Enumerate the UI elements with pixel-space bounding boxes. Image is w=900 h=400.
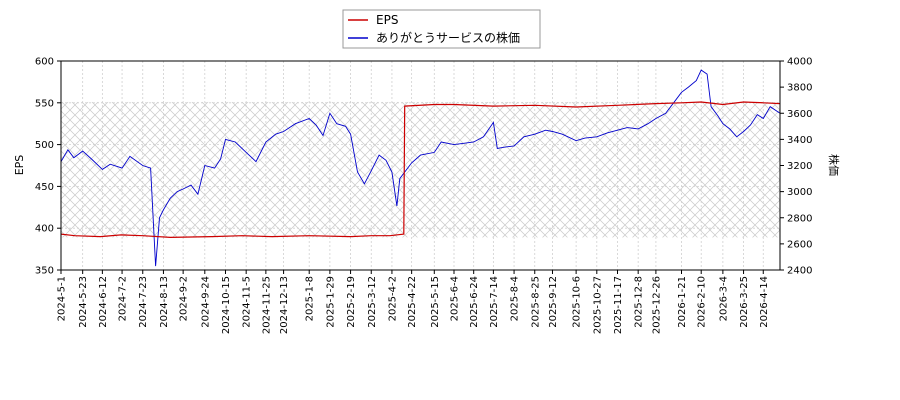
legend-label-price: ありがとうサービスの株価 — [376, 30, 520, 45]
y-tick-label-left: 600 — [35, 57, 54, 68]
y-axis-title-right: 株価 — [827, 154, 841, 176]
x-tick-label: 2025-9-12 — [548, 276, 559, 328]
y-tick-label-left: 400 — [35, 224, 54, 235]
x-tick-label: 2026-4-14 — [759, 276, 770, 328]
x-tick-label: 2025-1-29 — [325, 276, 336, 328]
x-tick-label: 2025-6-4 — [449, 276, 460, 321]
x-tick-label: 2024-11-25 — [261, 276, 272, 334]
legend-label-eps: EPS — [376, 13, 398, 27]
x-tick-label: 2025-8-4 — [510, 276, 521, 321]
eps-range-band — [61, 101, 780, 238]
y-tick-label-right: 4000 — [787, 57, 812, 68]
y-tick-label-left: 350 — [35, 266, 54, 277]
y-tick-label-right: 2400 — [787, 266, 812, 277]
y-tick-label-left: 550 — [35, 98, 54, 109]
x-tick-label: 2025-12-26 — [651, 276, 662, 334]
x-tick-label: 2026-3-25 — [739, 276, 750, 328]
x-tick-label: 2024-9-24 — [200, 276, 211, 328]
y-axis-title-left: EPS — [13, 155, 26, 176]
x-tick-label: 2024-8-13 — [159, 276, 170, 328]
y-tick-label-left: 450 — [35, 182, 54, 193]
x-tick-label: 2024-6-12 — [98, 276, 109, 328]
x-tick-label: 2024-5-23 — [78, 276, 89, 328]
y-tick-label-right: 3600 — [787, 109, 812, 120]
y-tick-label-right: 3400 — [787, 135, 812, 146]
x-tick-label: 2024-7-23 — [138, 276, 149, 328]
x-tick-label: 2025-6-24 — [469, 276, 480, 328]
x-tick-label: 2025-11-17 — [613, 276, 624, 334]
axes: 350 400 450 500 550 600 2400 2600 2800 3000 3200 34… — [35, 57, 813, 335]
x-tick-label: 2024-9-2 — [179, 276, 190, 321]
series-line-eps — [60, 101, 781, 239]
x-tick-label: 2025-10-6 — [572, 276, 583, 328]
legend: EPS ありがとうサービスの株価 — [342, 9, 541, 49]
x-tick-label: 2025-5-15 — [430, 276, 441, 328]
series — [60, 69, 781, 267]
x-tick-label: 2025-4-2 — [387, 276, 398, 321]
x-tick-label: 2025-1-8 — [305, 276, 316, 321]
x-tick-label: 2026-2-10 — [697, 276, 708, 328]
x-tick-label: 2025-12-8 — [634, 276, 645, 328]
x-tick-label: 2025-8-25 — [530, 276, 541, 328]
legend-box — [342, 9, 541, 49]
y-tick-label-right: 3000 — [787, 187, 812, 198]
x-tick-label: 2025-2-19 — [346, 276, 357, 328]
x-tick-label: 2024-11-5 — [242, 276, 253, 328]
y-tick-label-left: 500 — [35, 140, 54, 151]
x-tick-label: 2025-7-14 — [489, 276, 500, 328]
series-line-price — [60, 69, 781, 267]
x-tick-label: 2024-7-2 — [118, 276, 129, 321]
x-tick-label: 2026-1-21 — [677, 276, 688, 328]
x-tick-label: 2024-12-13 — [279, 276, 290, 334]
y-tick-label-right: 2800 — [787, 213, 812, 224]
y-tick-label-right: 3800 — [787, 83, 812, 94]
y-tick-label-right: 2600 — [787, 239, 812, 250]
range-hatch — [61, 101, 780, 238]
x-tick-label: 2025-3-12 — [367, 276, 378, 328]
x-tick-label: 2025-10-27 — [592, 276, 603, 334]
x-tick-label: 2026-3-4 — [718, 276, 729, 321]
x-tick-label: 2025-4-22 — [407, 276, 418, 328]
x-tick-label: 2024-10-15 — [221, 276, 232, 334]
y-tick-label-right: 3200 — [787, 161, 812, 172]
x-tick-label: 2024-5-1 — [57, 276, 68, 321]
